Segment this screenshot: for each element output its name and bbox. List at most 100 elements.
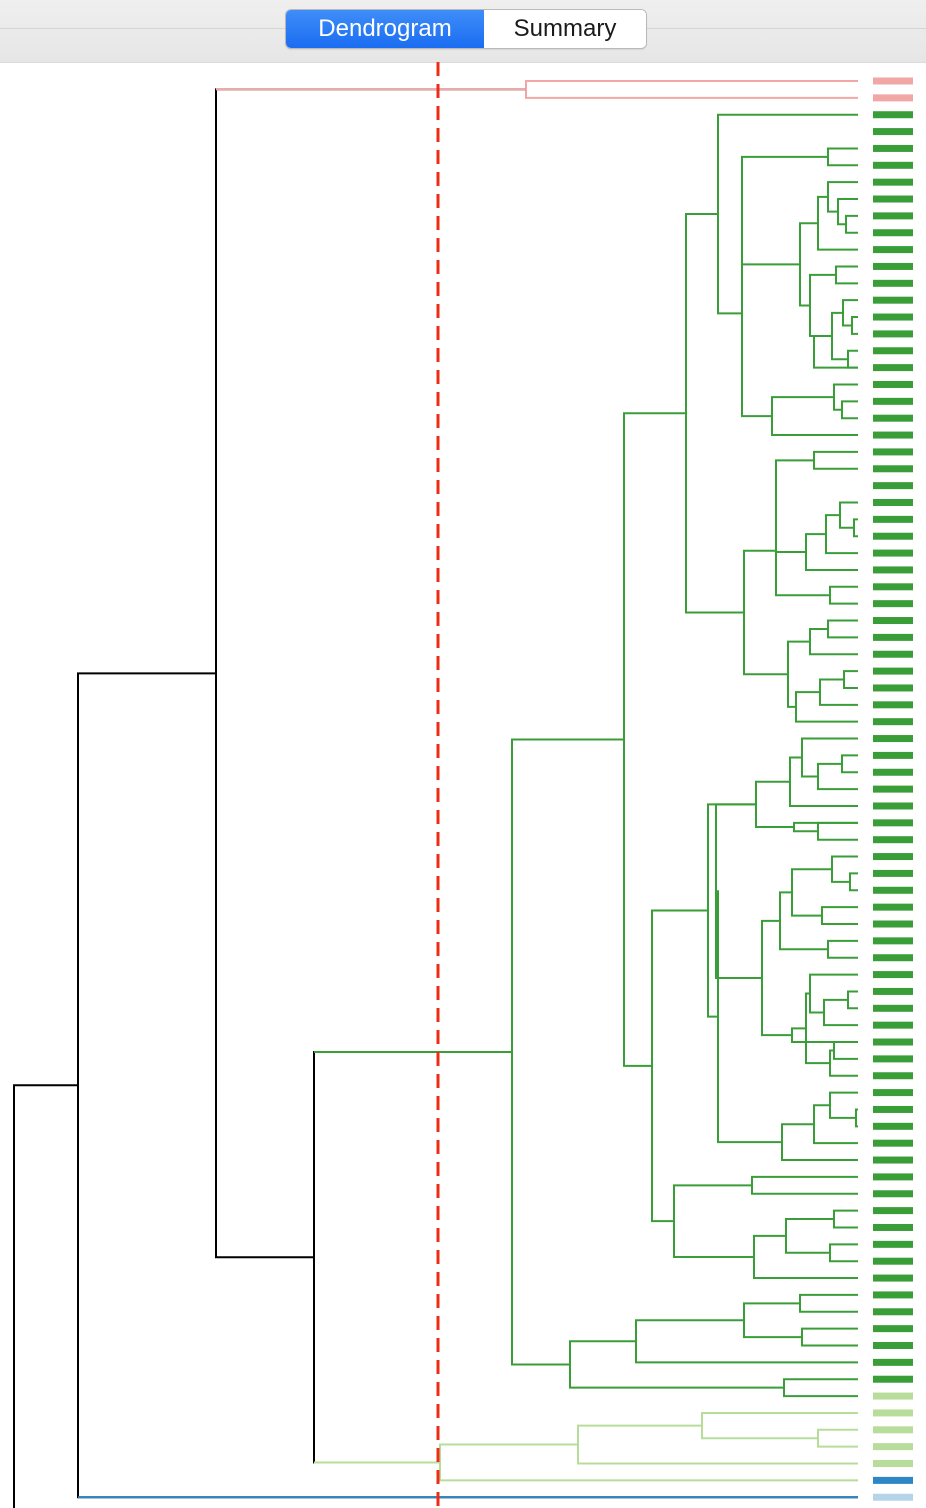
dendrogram-branch [827,181,858,213]
leaf-bar-green [873,735,913,743]
dendrogram-branch [715,803,762,980]
dendrogram-branch [791,1027,858,1044]
leaf-bar-green [873,920,913,928]
dendrogram-branch [673,1184,754,1258]
leaf-bar-green [873,1342,913,1349]
dendrogram-branch [685,213,744,614]
toolbar: Dendrogram Summary [0,0,926,63]
leaf-bar-green [873,1089,913,1097]
leaf-bar-lightgreen [873,1426,913,1434]
leaf-bar-green [873,431,913,439]
leaf-bar-green [873,684,913,692]
leaf-bar-green [873,1257,913,1265]
dendrogram-branch [753,1234,858,1280]
dendrogram-branch [841,400,858,420]
dendrogram-branch [839,501,858,529]
dendrogram-branch [77,672,858,1499]
leaf-bar-green [873,987,913,995]
leaf-bar-green [873,1375,913,1383]
dendrogram-branch [313,1051,512,1464]
leaf-bar-green [873,819,913,827]
leaf-bar-green [873,718,913,726]
dendrogram-branch [853,518,858,538]
dendrogram-branch [829,1243,858,1263]
dendrogram-branch [775,506,830,597]
leaf-bar-lightgreen [873,1460,913,1468]
leaf-bar-green [873,1190,913,1198]
leaf-bar-green [873,751,913,759]
dendrogram-branch [817,1428,858,1448]
dendrogram-branch [783,1378,858,1398]
dendrogram-branch [827,147,858,167]
dendrogram-branch [511,738,624,1366]
leaf-color-bars [873,77,913,1501]
leaf-bar-green [873,1105,913,1113]
leaf-bar-green [873,1358,913,1366]
leaf-bar-green [873,532,913,540]
leaf-bar-green [873,195,913,203]
leaf-bar-green [873,667,913,675]
leaf-bar-green [873,650,913,658]
dendrogram-branch [819,678,858,706]
dendrogram-branch [439,1443,858,1482]
dendrogram-branch [809,973,858,1014]
leaf-bar-green [873,448,913,456]
leaf-bar-green [873,971,913,979]
tab-summary[interactable]: Summary [484,10,646,48]
dendrogram-branch [829,585,858,605]
dendrogram-branch [751,1175,858,1195]
leaf-bar-green [873,617,913,625]
dendrogram-branch [635,1319,858,1364]
dendrogram-branch [785,1218,834,1254]
dendrogram-branch [13,1084,78,1508]
leaf-bar-green [873,279,913,287]
dendrogram-branch [793,821,858,833]
dendrogram-branch [821,906,858,925]
leaf-bar-green [873,1308,913,1316]
leaf-bar-green [873,566,913,574]
leaf-bar-green [873,246,913,254]
leaf-bar-green [873,886,913,894]
leaf-bar-green [873,262,913,270]
leaf-bar-lightgreen [873,1409,913,1417]
dendrogram-branch [849,872,858,892]
dendrogram-branch [833,1041,858,1060]
leaf-bar-green [873,802,913,810]
leaf-bar-green [873,785,913,793]
leaf-bar-green [873,499,913,506]
leaf-bar-green [873,1274,913,1282]
leaf-bar-green [873,549,913,557]
dendrogram-branch [779,891,828,951]
dendrogram-branch [851,316,858,335]
view-switcher: Dendrogram Summary [285,9,647,49]
leaf-bar-green [873,853,913,861]
dendrogram-branch [827,619,858,639]
dendrogram-branch [847,349,858,369]
dendrogram-branch [781,1123,858,1162]
dendrogram-branch [805,533,858,571]
dendrogram-branch [761,919,792,1037]
leaf-bar-green [873,1325,913,1333]
tab-dendrogram[interactable]: Dendrogram [286,10,484,48]
leaf-bar-green [873,465,913,473]
dendrogram-branch [847,990,858,1010]
dendrogram-branch [831,311,848,361]
leaf-bar-green [873,111,913,119]
dendrogram-branch [813,1104,858,1145]
leaf-bar-blue [873,1476,913,1484]
dendrogram-branch [741,210,772,418]
dendrogram-branch [716,890,782,1144]
dendrogram-branch [835,265,858,285]
leaf-bar-green [873,1021,913,1029]
leaf-bar-green [873,330,913,338]
leaf-bar-green [873,1173,913,1181]
leaf-bar-lightgreen [873,1443,913,1451]
leaf-bar-green [873,633,913,641]
dendrogram-branch [831,855,858,883]
dendrogram-branch [569,1340,784,1389]
leaf-bar-green [873,482,913,490]
leaf-bar-pink [873,94,913,102]
dendrogram-branch [813,450,858,470]
leaf-bar-green [873,515,913,523]
dendrogram-branch [743,1302,802,1339]
